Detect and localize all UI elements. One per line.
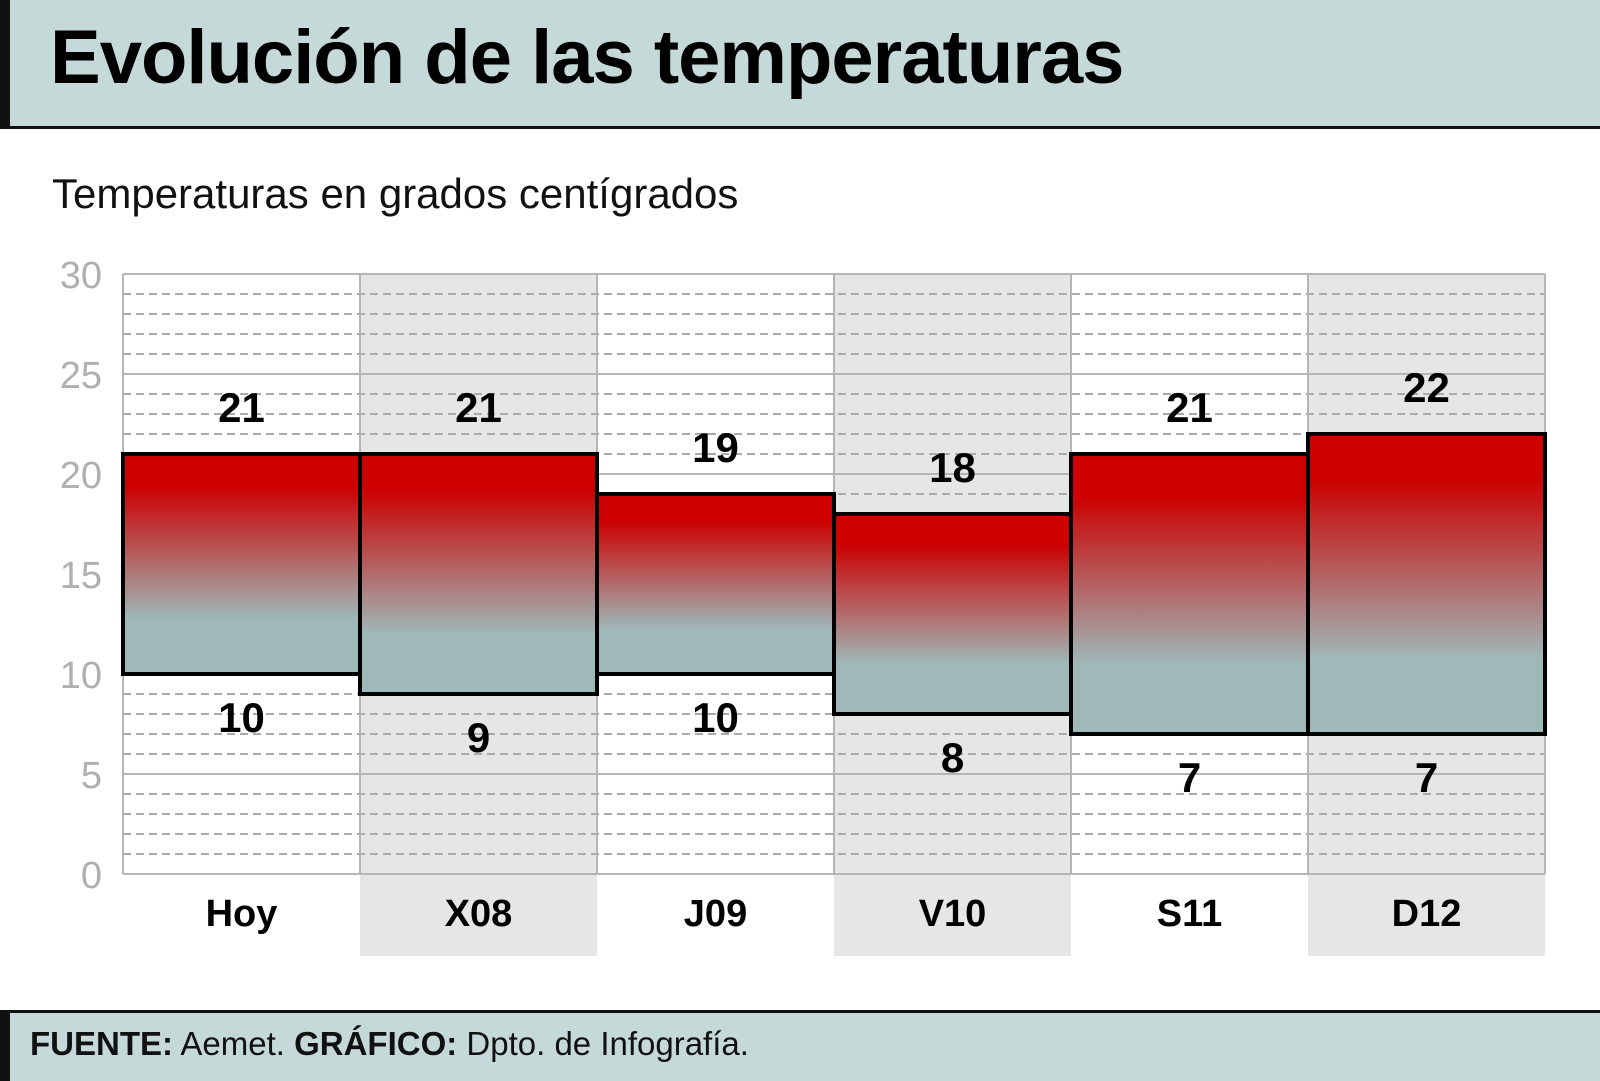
temperature-range-bar: [121, 452, 362, 676]
source-value: Aemet.: [180, 1025, 285, 1062]
min-value-label: 10: [218, 694, 265, 741]
max-value-label: 18: [929, 444, 976, 491]
min-value-label: 7: [1178, 754, 1201, 801]
max-value-label: 22: [1403, 364, 1450, 411]
temperature-chart: 0 5 10 15 20 25 30 21 10 Hoy 21 9 X08 19 10 J09 18 8 V10 21…: [60, 255, 1547, 956]
chart-subtitle: Temperaturas en grados centígrados: [52, 170, 739, 217]
max-value-label: 21: [218, 384, 265, 431]
max-value-label: 21: [455, 384, 502, 431]
header-accent-bar: [0, 0, 10, 129]
y-tick-label: 15: [60, 555, 102, 597]
x-category-label: X08: [445, 893, 513, 935]
y-tick-label: 0: [81, 855, 102, 897]
min-value-label: 7: [1415, 754, 1438, 801]
min-value-label: 8: [941, 734, 964, 781]
max-value-label: 19: [692, 424, 739, 471]
header: Evolución de las temperaturas: [0, 0, 1600, 129]
y-tick-label: 5: [81, 755, 102, 797]
min-value-label: 10: [692, 694, 739, 741]
y-tick-label: 25: [60, 355, 102, 397]
max-value-label: 21: [1166, 384, 1213, 431]
y-tick-label: 10: [60, 655, 102, 697]
x-category-label: J09: [684, 893, 747, 935]
temperature-range-bar: [595, 492, 836, 676]
source-label: FUENTE:: [30, 1025, 173, 1062]
footer-credits: FUENTE: Aemet. GRÁFICO: Dpto. de Infogra…: [30, 1025, 749, 1063]
temperature-range-bar: [358, 452, 599, 696]
y-tick-label: 30: [60, 255, 102, 297]
footer-accent-bar: [0, 1010, 10, 1081]
x-category-label: D12: [1392, 893, 1462, 935]
x-category-label: Hoy: [206, 893, 278, 935]
x-category-label: S11: [1157, 893, 1223, 935]
y-tick-label: 20: [60, 455, 102, 497]
graphic-label: GRÁFICO:: [294, 1025, 458, 1062]
footer: FUENTE: Aemet. GRÁFICO: Dpto. de Infogra…: [0, 1010, 1600, 1081]
temperature-range-bar: [1069, 452, 1310, 736]
temperature-range-bar: [832, 512, 1073, 716]
chart-title: Evolución de las temperaturas: [50, 15, 1124, 100]
x-category-label: V10: [919, 893, 987, 935]
graphic-value: Dpto. de Infografía.: [466, 1025, 749, 1062]
min-value-label: 9: [467, 714, 490, 761]
temperature-range-bar: [1306, 432, 1547, 736]
